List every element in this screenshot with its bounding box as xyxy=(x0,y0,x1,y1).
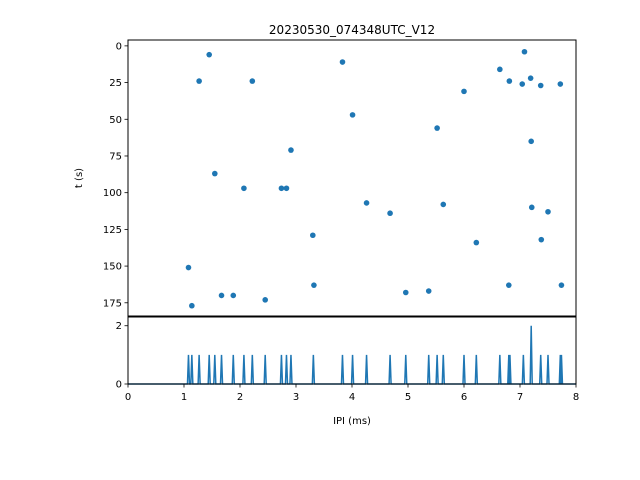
histogram-x-tick-label: 8 xyxy=(573,392,579,403)
scatter-y-ticks: 0 25 50 75 100 125 150 175 xyxy=(103,41,128,309)
scatter-point xyxy=(311,282,317,288)
histogram-x-tick-label: 1 xyxy=(181,392,187,403)
scatter-y-axis-label: t (s) xyxy=(74,168,85,188)
scatter-point xyxy=(521,48,528,55)
scatter-point xyxy=(545,208,551,215)
scatter-point xyxy=(288,147,294,153)
scatter-frame xyxy=(127,39,577,317)
scatter-point xyxy=(185,264,192,271)
scatter-y-tick-label: 75 xyxy=(109,151,122,162)
scatter-y-tick-label: 25 xyxy=(109,78,122,89)
scatter-point xyxy=(249,78,256,84)
scatter-point xyxy=(206,51,212,58)
scatter-point xyxy=(557,81,564,87)
scatter-point xyxy=(473,239,480,246)
scatter-y-tick-label: 50 xyxy=(109,115,122,126)
histogram-x-ticks: 0 1 2 3 4 5 6 7 8 xyxy=(125,384,579,403)
scatter-point xyxy=(528,138,534,145)
scatter-point xyxy=(283,185,290,192)
scatter-point xyxy=(196,78,202,84)
scatter-point xyxy=(528,204,535,211)
scatter-point xyxy=(538,236,545,243)
histogram-y-ticks: 02 xyxy=(116,321,128,391)
scatter-point xyxy=(506,78,513,84)
scatter-point xyxy=(558,282,565,288)
histogram-x-tick-label: 7 xyxy=(517,392,523,403)
histogram-line xyxy=(128,325,576,385)
histogram-y-tick-label: 2 xyxy=(116,321,122,332)
scatter-point xyxy=(461,88,467,95)
scatter-y-tick-label: 150 xyxy=(103,262,122,273)
scatter-point xyxy=(262,297,269,303)
scatter-point xyxy=(349,112,356,118)
scatter-point xyxy=(230,292,237,299)
scatter-point xyxy=(218,292,225,299)
scatter-point xyxy=(402,289,409,296)
scatter-point xyxy=(519,81,526,87)
scatter-y-tick-label: 100 xyxy=(103,188,122,199)
histogram-x-tick-label: 5 xyxy=(405,392,411,403)
scatter-point xyxy=(440,201,447,208)
scatter-point xyxy=(241,185,247,192)
scatter-point xyxy=(363,200,370,206)
histogram-x-tick-label: 6 xyxy=(461,392,467,403)
scatter-point xyxy=(339,59,346,65)
scatter-point xyxy=(506,282,512,288)
histogram-frame xyxy=(127,316,577,385)
scatter-point xyxy=(537,82,544,89)
scatter-point xyxy=(278,185,285,192)
scatter-point xyxy=(189,302,195,309)
scatter-panel: 0 25 50 75 100 125 150 175 t (s) xyxy=(74,39,577,317)
histogram-x-tick-label: 4 xyxy=(349,392,355,403)
scatter-points xyxy=(185,48,565,309)
chart-title: 20230530_074348UTC_V12 xyxy=(269,23,435,37)
scatter-point xyxy=(387,210,393,217)
histogram-x-tick-label: 3 xyxy=(293,392,299,403)
scatter-y-tick-label: 0 xyxy=(116,41,122,52)
histogram-x-axis-label: IPI (ms) xyxy=(333,416,371,427)
scatter-y-tick-label: 175 xyxy=(103,298,122,309)
histogram-y-tick-label: 0 xyxy=(116,380,122,391)
scatter-y-tick-label: 125 xyxy=(103,225,122,236)
histogram-x-tick-label: 2 xyxy=(237,392,243,403)
scatter-point xyxy=(310,232,316,239)
scatter-point xyxy=(212,170,218,177)
scatter-point xyxy=(425,288,432,294)
histogram-x-tick-label: 0 xyxy=(125,392,131,403)
scatter-point xyxy=(434,125,440,131)
scatter-point xyxy=(497,66,503,73)
scatter-point xyxy=(527,75,534,81)
